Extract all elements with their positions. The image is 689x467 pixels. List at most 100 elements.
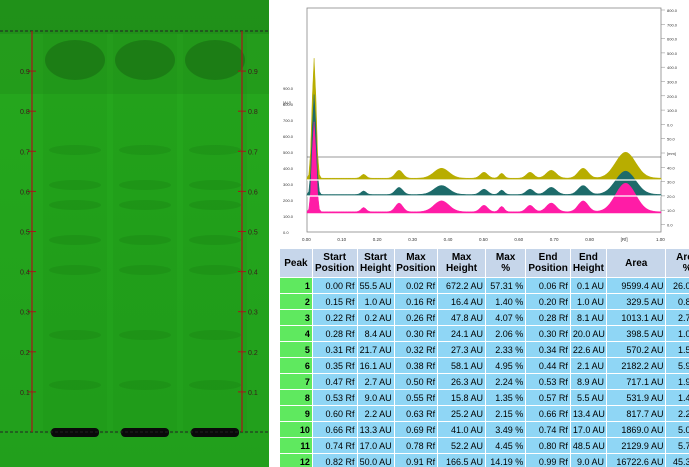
table-row[interactable]: 5 0.31 Rf 21.7 AU 0.32 Rf 27.3 AU 2.33 % 0.34 …: [279, 341, 689, 358]
table-cell: 717.1 AU: [605, 373, 667, 390]
table-cell: 0.99 Rf: [525, 453, 571, 467]
table-cell: 2182.2 AU: [605, 357, 667, 374]
table-cell: 9599.4 AU: [605, 277, 667, 294]
column-header[interactable]: Area%: [665, 248, 689, 278]
table-cell: 3.49 %: [484, 421, 527, 438]
column-header[interactable]: Start Position: [311, 248, 358, 278]
column-header[interactable]: Max Height: [437, 248, 486, 278]
lane-band: [189, 180, 241, 190]
table-cell: 0.91 Rf: [393, 453, 439, 467]
table-row[interactable]: 8 0.53 Rf 9.0 AU 0.55 Rf 15.8 AU 1.35 % 0.57 R…: [279, 389, 689, 406]
table-row[interactable]: 12 0.82 Rf 50.0 AU 0.91 Rf 166.5 AU 14.19 % 0.…: [279, 453, 689, 467]
x-tick-label: 0.30: [408, 237, 417, 242]
table-cell: 58.1 AU: [437, 357, 486, 374]
lane-band: [49, 200, 101, 210]
table-cell: 57.31 %: [484, 277, 527, 294]
table-cell: 5.5 AU: [569, 389, 608, 406]
table-cell: 0.1 AU: [569, 277, 608, 294]
table-cell: 672.2 AU: [437, 277, 486, 294]
peak-number-cell: 10: [279, 421, 313, 438]
table-cell: 2.06 %: [484, 325, 527, 342]
table-cell: 41.0 AU: [437, 421, 486, 438]
table-cell: 8.1 AU: [569, 309, 608, 326]
table-cell: 0.47 Rf: [311, 373, 358, 390]
lane-band: [49, 180, 101, 190]
trace-teal: [306, 94, 662, 197]
table-row[interactable]: 10 0.66 Rf 13.3 AU 0.69 Rf 41.0 AU 3.49 % 0.74…: [279, 421, 689, 438]
peak-number-cell: 6: [279, 357, 313, 374]
table-cell: 24.1 AU: [437, 325, 486, 342]
column-header-line: End: [538, 252, 558, 263]
column-header[interactable]: End Height: [569, 248, 608, 278]
peak-number-cell: 7: [279, 373, 313, 390]
lane-band: [49, 265, 101, 275]
right-tick-label: 400.0: [667, 65, 678, 70]
lane-band: [49, 235, 101, 245]
table-cell: 2.1 AU: [569, 357, 608, 374]
lane-band: [189, 330, 241, 340]
column-header[interactable]: Peak: [279, 248, 313, 278]
column-header-line: %: [501, 263, 511, 274]
table-row[interactable]: 7 0.47 Rf 2.7 AU 0.50 Rf 26.3 AU 2.24 % 0.53 R…: [279, 373, 689, 390]
table-cell: 0.44 Rf: [525, 357, 571, 374]
table-cell: 0.16 Rf: [393, 293, 439, 310]
column-header[interactable]: Area: [605, 248, 667, 278]
right-tick-label: 100.0: [667, 108, 678, 113]
table-cell: 0.00 Rf: [311, 277, 358, 294]
column-header-line: Area: [625, 257, 648, 269]
table-cell: 25.2 AU: [437, 405, 486, 422]
lane-band: [189, 200, 241, 210]
rf-label-right: 0.9: [248, 69, 258, 76]
column-header[interactable]: Max%: [484, 248, 527, 278]
table-cell: 26.3 AU: [437, 373, 486, 390]
right-tick-label: 0.0: [667, 122, 673, 127]
column-header-line: Area: [676, 252, 689, 263]
table-cell: 17.0 AU: [569, 421, 608, 438]
y-tick-label: 800.0: [283, 102, 294, 107]
rf-label-left: 0.7: [20, 149, 30, 156]
table-cell: 0.38 Rf: [393, 357, 439, 374]
table-cell: 8.4 AU: [356, 325, 395, 342]
column-header-line: Max: [406, 252, 426, 263]
table-cell: 0.53 Rf: [525, 373, 571, 390]
table-row[interactable]: 2 0.15 Rf 1.0 AU 0.16 Rf 16.4 AU 1.40 % 0.20 R…: [279, 293, 689, 310]
x-tick-label: 0.10: [337, 237, 346, 242]
column-header-line: End: [579, 252, 598, 263]
column-header-line: Position: [528, 263, 568, 274]
table-row[interactable]: 3 0.22 Rf 0.2 AU 0.26 Rf 47.8 AU 4.07 % 0.28 R…: [279, 309, 689, 326]
table-cell: 48.5 AU: [569, 437, 608, 454]
table-row[interactable]: 6 0.35 Rf 16.1 AU 0.38 Rf 58.1 AU 4.95 % 0.44 …: [279, 357, 689, 374]
table-cell: 14.19 %: [484, 453, 527, 467]
rf-label-right: 0.6: [248, 189, 258, 196]
table-row[interactable]: 4 0.28 Rf 8.4 AU 0.30 Rf 24.1 AU 2.06 % 0.30 R…: [279, 325, 689, 342]
lane-band: [119, 180, 171, 190]
column-header[interactable]: End Position: [525, 248, 571, 278]
table-cell: 5.92 %: [665, 357, 689, 374]
peak-table: Peak Start Position Start Height Max Position M…: [279, 248, 689, 467]
column-header[interactable]: Max Position: [393, 248, 439, 278]
table-row[interactable]: 9 0.60 Rf 2.2 AU 0.63 Rf 25.2 AU 2.15 % 0.66 R…: [279, 405, 689, 422]
right-tick-label: 600.0: [667, 37, 678, 42]
rf-label-left: 0.2: [20, 350, 30, 357]
lane-band: [119, 330, 171, 340]
rf-label-right: 0.1: [248, 390, 258, 397]
table-cell: 1.55 %: [665, 341, 689, 358]
column-header-line: Peak: [284, 257, 308, 269]
peak-number-cell: 5: [279, 341, 313, 358]
table-cell: 0.02 Rf: [393, 277, 439, 294]
table-row[interactable]: 1 0.00 Rf 55.5 AU 0.02 Rf 672.2 AU 57.31 % 0.0…: [279, 277, 689, 294]
densitogram-svg: 900.0 800.0 700.0 600.0 500.0 400.0 300.0 200.0…: [283, 7, 678, 242]
table-cell: 0.66 Rf: [525, 405, 571, 422]
column-header-line: %: [667, 263, 689, 274]
table-cell: 0.74 Rf: [525, 421, 571, 438]
lane-band: [49, 145, 101, 155]
rf-label-right: 0.2: [248, 350, 258, 357]
table-cell: 20.0 AU: [569, 325, 608, 342]
table-cell: 9.0 AU: [356, 389, 395, 406]
lane-band: [189, 380, 241, 390]
table-cell: 1.44 %: [665, 389, 689, 406]
table-cell: 0.80 Rf: [525, 437, 571, 454]
column-header[interactable]: Start Height: [356, 248, 395, 278]
plot-frame: [306, 7, 662, 233]
table-row[interactable]: 11 0.74 Rf 17.0 AU 0.78 Rf 52.2 AU 4.45 % 0.80…: [279, 437, 689, 454]
